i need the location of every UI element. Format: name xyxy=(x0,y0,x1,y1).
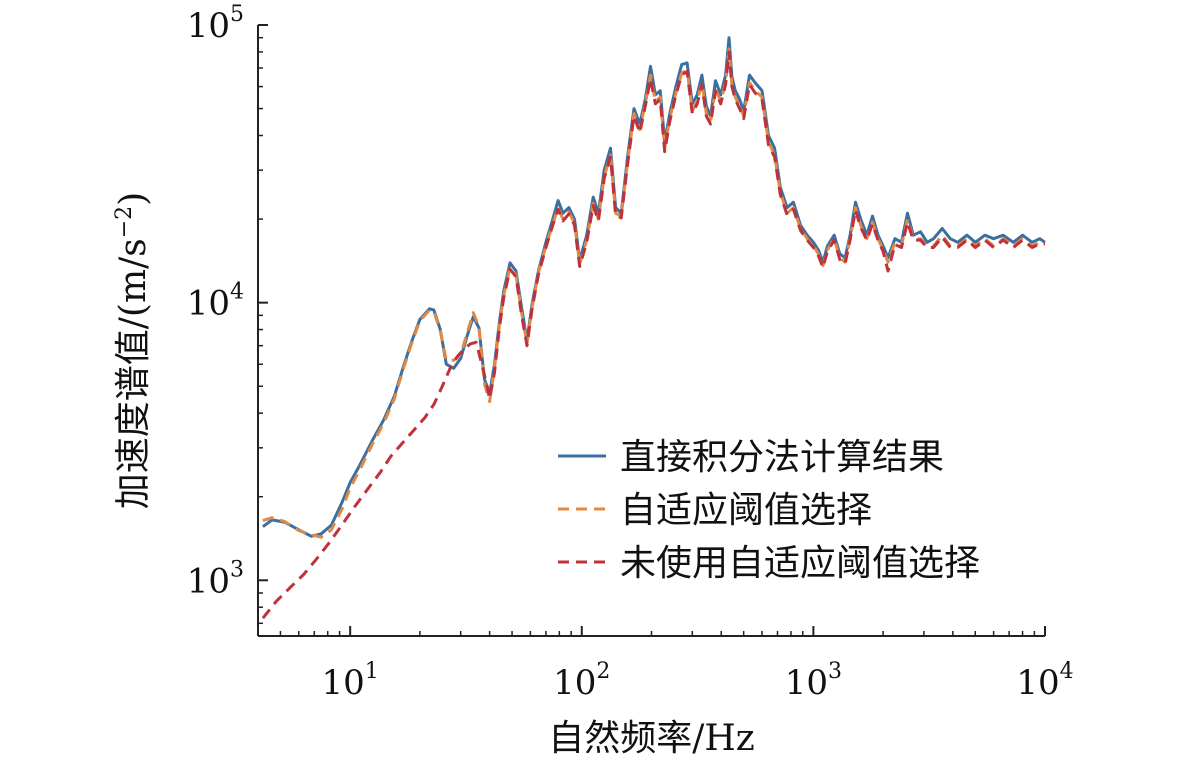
x-tick-label-base: 10 xyxy=(785,663,828,703)
y-tick-label-exponent: 3 xyxy=(230,557,244,582)
y-tick-label-exponent: 4 xyxy=(230,280,244,305)
x-tick-label: 103 xyxy=(785,659,842,703)
x-tick-label-exponent: 1 xyxy=(365,659,379,684)
series-line-2 xyxy=(262,47,1045,539)
y-axis-label-exponent: −2 xyxy=(112,206,137,238)
legend-label-1: 直接积分法计算结果 xyxy=(620,437,944,478)
legend-label-3: 未使用自适应阈值选择 xyxy=(620,543,980,584)
y-tick-label-base: 10 xyxy=(187,561,230,601)
legend-label-2: 自适应阈值选择 xyxy=(620,490,872,531)
y-tick-label-exponent: 5 xyxy=(230,2,244,27)
x-tick-label: 101 xyxy=(322,659,379,703)
x-tick-label-base: 10 xyxy=(553,663,596,703)
series-line-1 xyxy=(262,36,1046,538)
x-tick-label-base: 10 xyxy=(322,663,365,703)
plot-lines xyxy=(261,36,1046,620)
y-tick-label-base: 10 xyxy=(187,6,230,46)
y-tick-label: 104 xyxy=(187,280,244,324)
x-tick-label-exponent: 2 xyxy=(596,659,610,684)
x-tick-label: 104 xyxy=(1016,659,1073,703)
x-tick-label: 102 xyxy=(553,659,610,703)
x-tick-label-base: 10 xyxy=(1016,663,1059,703)
series-line-3 xyxy=(261,50,1045,620)
y-axis-label-close: ) xyxy=(113,192,154,206)
y-axis-label-main: 加速度谱值/(m/s xyxy=(113,238,154,509)
y-tick-label: 103 xyxy=(187,557,244,601)
y-tick-label-base: 10 xyxy=(187,284,230,324)
x-tick-label-exponent: 4 xyxy=(1060,659,1074,684)
y-axis-label: 加速度谱值/(m/s−2) xyxy=(112,192,154,509)
y-tick-label: 105 xyxy=(187,2,244,46)
x-tick-label-exponent: 3 xyxy=(828,659,842,684)
x-axis-label: 自然频率/Hz xyxy=(548,718,755,759)
